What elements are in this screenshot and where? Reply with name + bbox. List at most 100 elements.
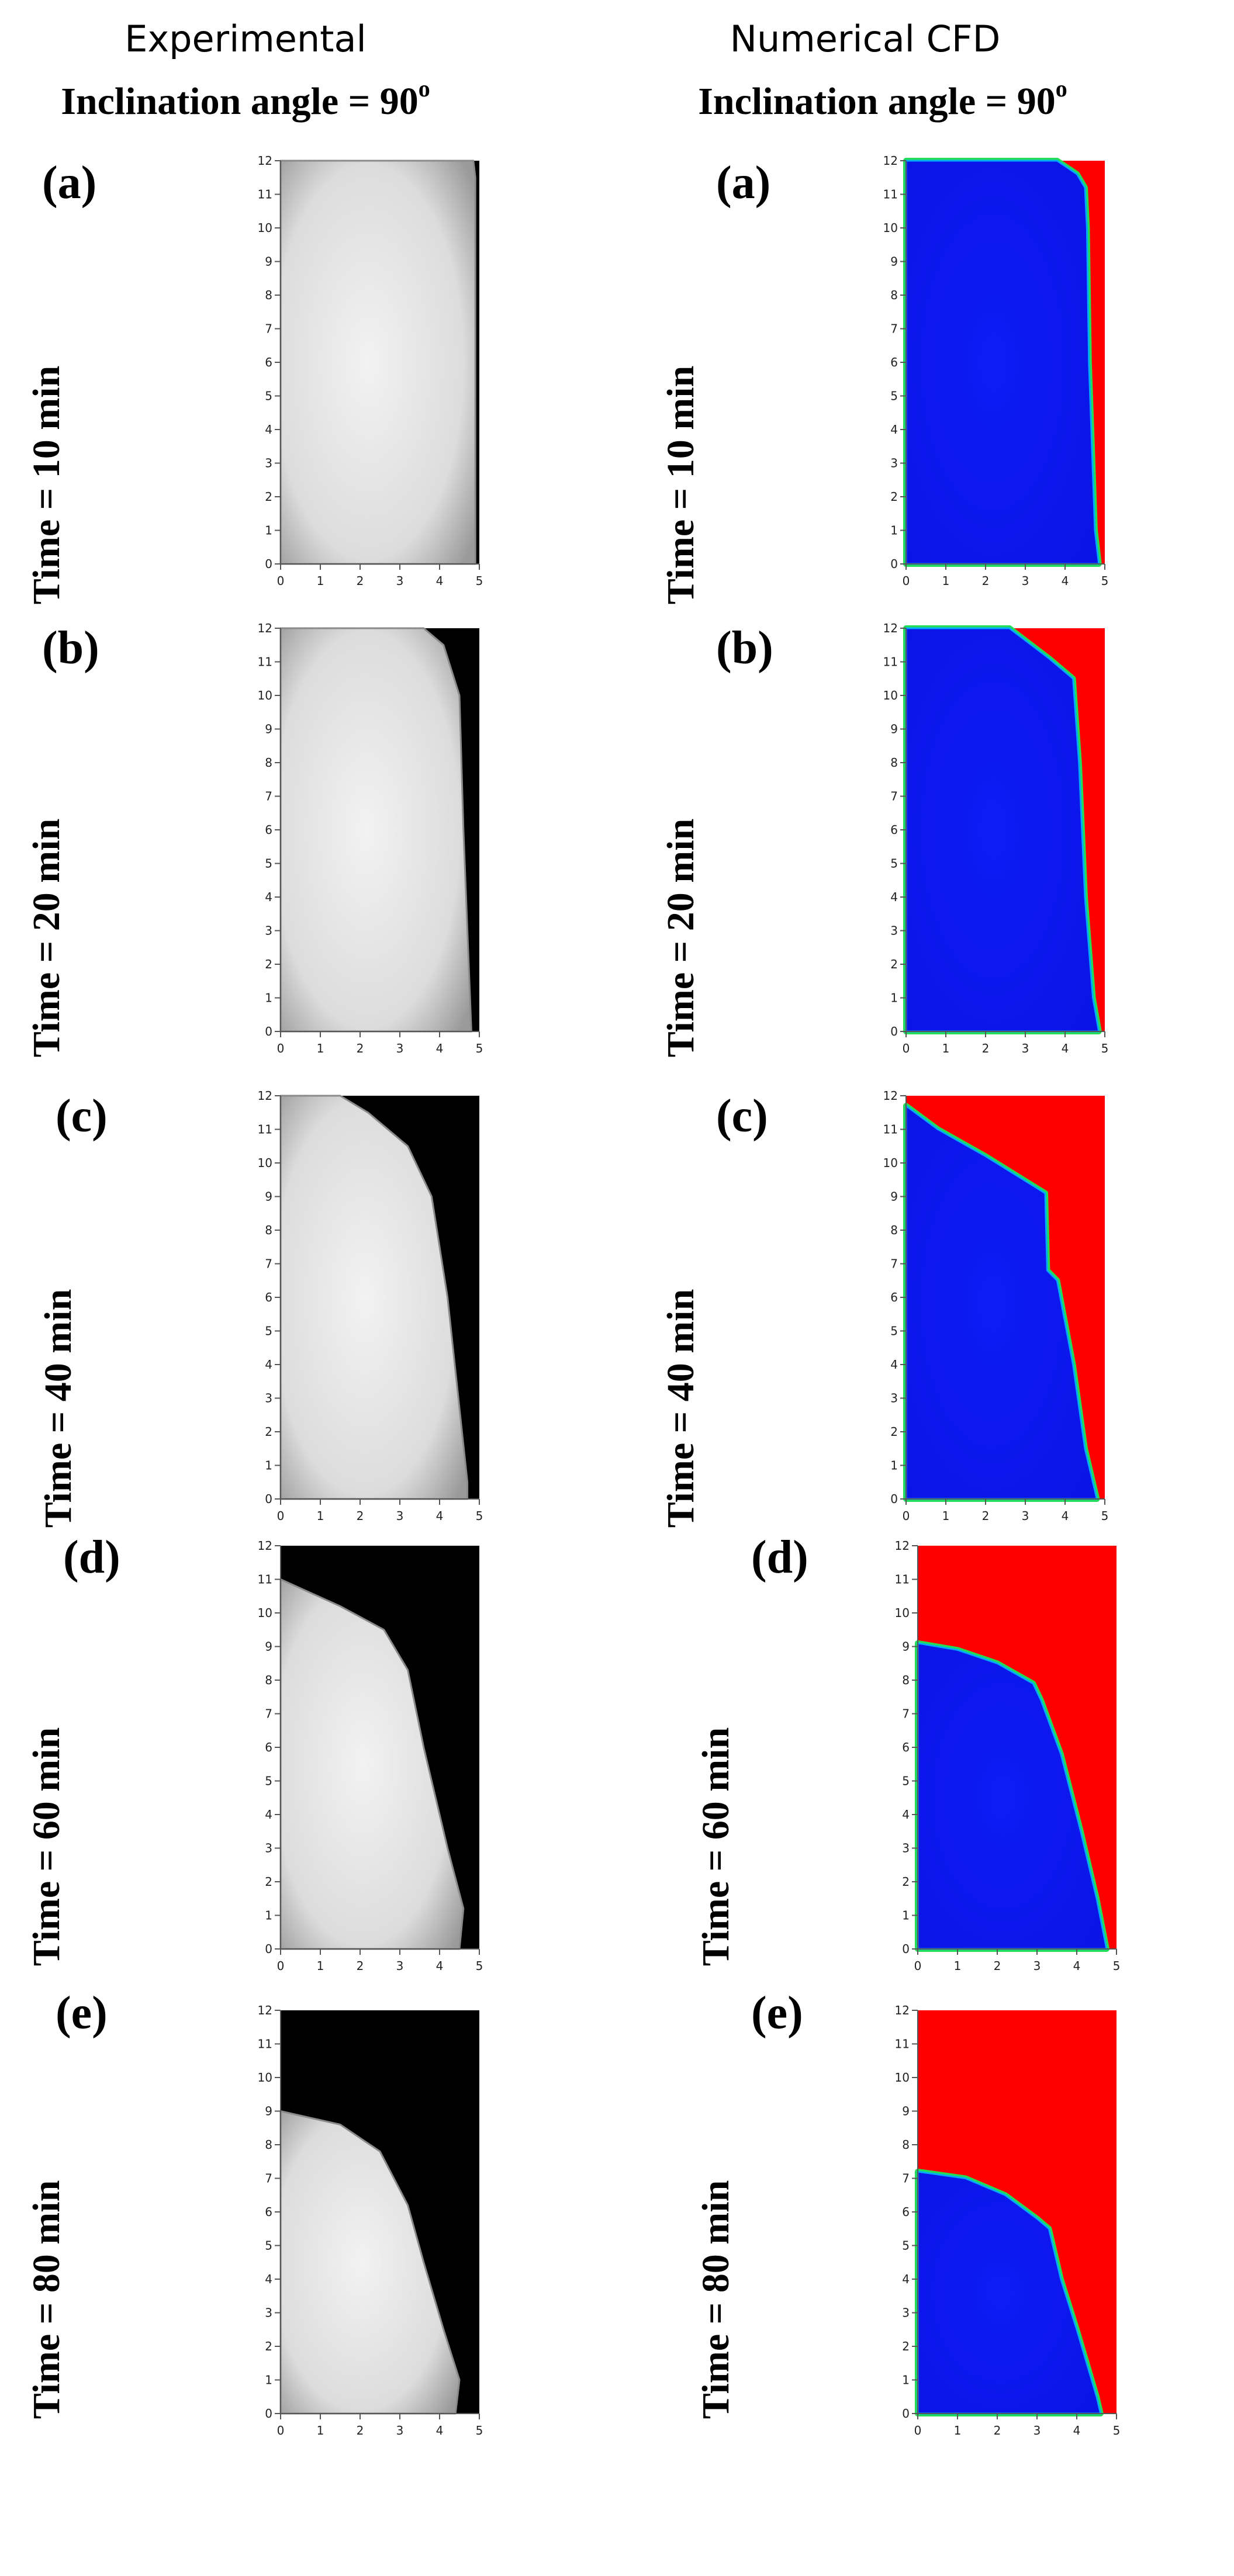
y-tick-label: 8 [265,1223,272,1237]
y-tick-label: 10 [883,688,898,702]
y-tick-label: 7 [265,322,272,336]
num-panel-label-c: (c) [716,1090,768,1142]
y-tick-label: 0 [902,1942,910,1956]
y-tick-label: 1 [902,2373,910,2387]
y-tick-label: 7 [890,322,898,336]
y-tick-label: 12 [883,154,898,168]
x-tick-label: 4 [1062,1041,1069,1055]
y-tick-label: 3 [265,1391,272,1405]
y-tick-label: 0 [265,2407,272,2421]
y-tick-label: 5 [265,2239,272,2253]
numerical-inclination: Inclination angle = 90o [637,75,1128,124]
y-tick-label: 9 [890,1190,898,1204]
y-tick-label: 2 [902,1875,910,1889]
solid-region [279,627,472,1033]
inclination-text: Inclination angle = 90 [698,80,1056,123]
y-tick-label: 5 [265,1774,272,1788]
num-time-label-a: Time = 10 min [659,365,702,605]
y-tick-label: 11 [258,188,272,202]
y-tick-label: 0 [890,557,898,571]
numerical-header: Numerical CFD [730,18,1001,60]
x-tick-label: 3 [1022,574,1029,588]
x-tick-label: 2 [357,574,364,588]
x-tick-label: 1 [317,574,324,588]
x-tick-label: 2 [357,1959,364,1973]
x-tick-label: 0 [903,1041,910,1055]
y-tick-label: 11 [258,1123,272,1137]
y-tick-label: 7 [265,2172,272,2186]
y-tick-label: 10 [258,2071,272,2085]
y-tick-label: 11 [895,1573,910,1587]
y-tick-label: 8 [890,756,898,770]
exp-time-label-e: Time = 80 min [25,2180,68,2419]
y-tick-label: 5 [890,1324,898,1338]
y-tick-label: 7 [890,790,898,804]
y-tick-label: 8 [265,756,272,770]
y-tick-label: 9 [265,2104,272,2118]
num-time-label-c: Time = 40 min [659,1289,702,1528]
y-tick-label: 2 [265,1425,272,1439]
y-tick-label: 3 [890,456,898,470]
x-tick-label: 4 [436,1509,444,1523]
y-tick-label: 1 [902,1909,910,1923]
x-tick-label: 3 [396,2423,404,2437]
y-tick-label: 6 [890,823,898,837]
x-tick-label: 1 [954,2423,962,2437]
x-tick-label: 2 [357,1041,364,1055]
y-tick-label: 2 [265,2339,272,2353]
y-tick-label: 4 [265,1808,272,1822]
y-tick-label: 6 [265,823,272,837]
exp-panel-label-c: (c) [56,1090,108,1142]
solid-pcm-region [905,627,1100,1033]
y-tick-label: 11 [895,2037,910,2051]
y-tick-label: 2 [265,957,272,971]
y-tick-label: 9 [265,255,272,269]
exp-panel-label-d: (d) [63,1532,120,1583]
y-tick-label: 10 [258,688,272,702]
y-tick-label: 7 [902,1707,910,1721]
x-tick-label: 5 [1113,2423,1121,2437]
y-tick-label: 0 [902,2407,910,2421]
y-tick-label: 4 [265,423,272,437]
y-tick-label: 10 [895,1606,910,1620]
y-tick-label: 4 [890,890,898,904]
y-tick-label: 4 [890,1358,898,1372]
y-tick-label: 4 [890,423,898,437]
y-tick-label: 0 [890,1024,898,1038]
y-tick-label: 12 [258,1539,272,1553]
x-tick-label: 3 [1022,1509,1029,1523]
y-tick-label: 10 [258,1156,272,1170]
x-tick-label: 1 [942,1041,950,1055]
y-tick-label: 12 [258,1089,272,1103]
y-tick-label: 6 [265,2205,272,2219]
x-tick-label: 1 [317,1041,324,1055]
y-tick-label: 6 [265,1740,272,1754]
experimental-inclination: Inclination angle = 90o [0,75,491,124]
num-time-label-b: Time = 20 min [659,818,702,1058]
x-tick-label: 3 [396,574,404,588]
y-tick-label: 4 [265,890,272,904]
y-tick-label: 6 [265,1290,272,1304]
y-tick-label: 7 [265,1707,272,1721]
y-tick-label: 10 [883,221,898,235]
x-tick-label: 3 [396,1959,404,1973]
x-tick-label: 5 [476,2423,483,2437]
x-tick-label: 3 [1033,1959,1041,1973]
y-tick-label: 1 [265,1909,272,1923]
y-tick-label: 2 [890,957,898,971]
y-tick-label: 3 [265,924,272,938]
num-panel-label-d: (d) [751,1532,808,1583]
y-tick-label: 5 [902,1774,910,1788]
exp-time-label-b: Time = 20 min [25,818,68,1058]
y-tick-label: 3 [890,924,898,938]
y-tick-label: 12 [883,621,898,635]
num-panel-label-e: (e) [751,1988,803,2039]
y-tick-label: 9 [890,722,898,736]
x-tick-label: 0 [903,574,910,588]
y-tick-label: 8 [902,2138,910,2152]
y-tick-label: 3 [265,456,272,470]
